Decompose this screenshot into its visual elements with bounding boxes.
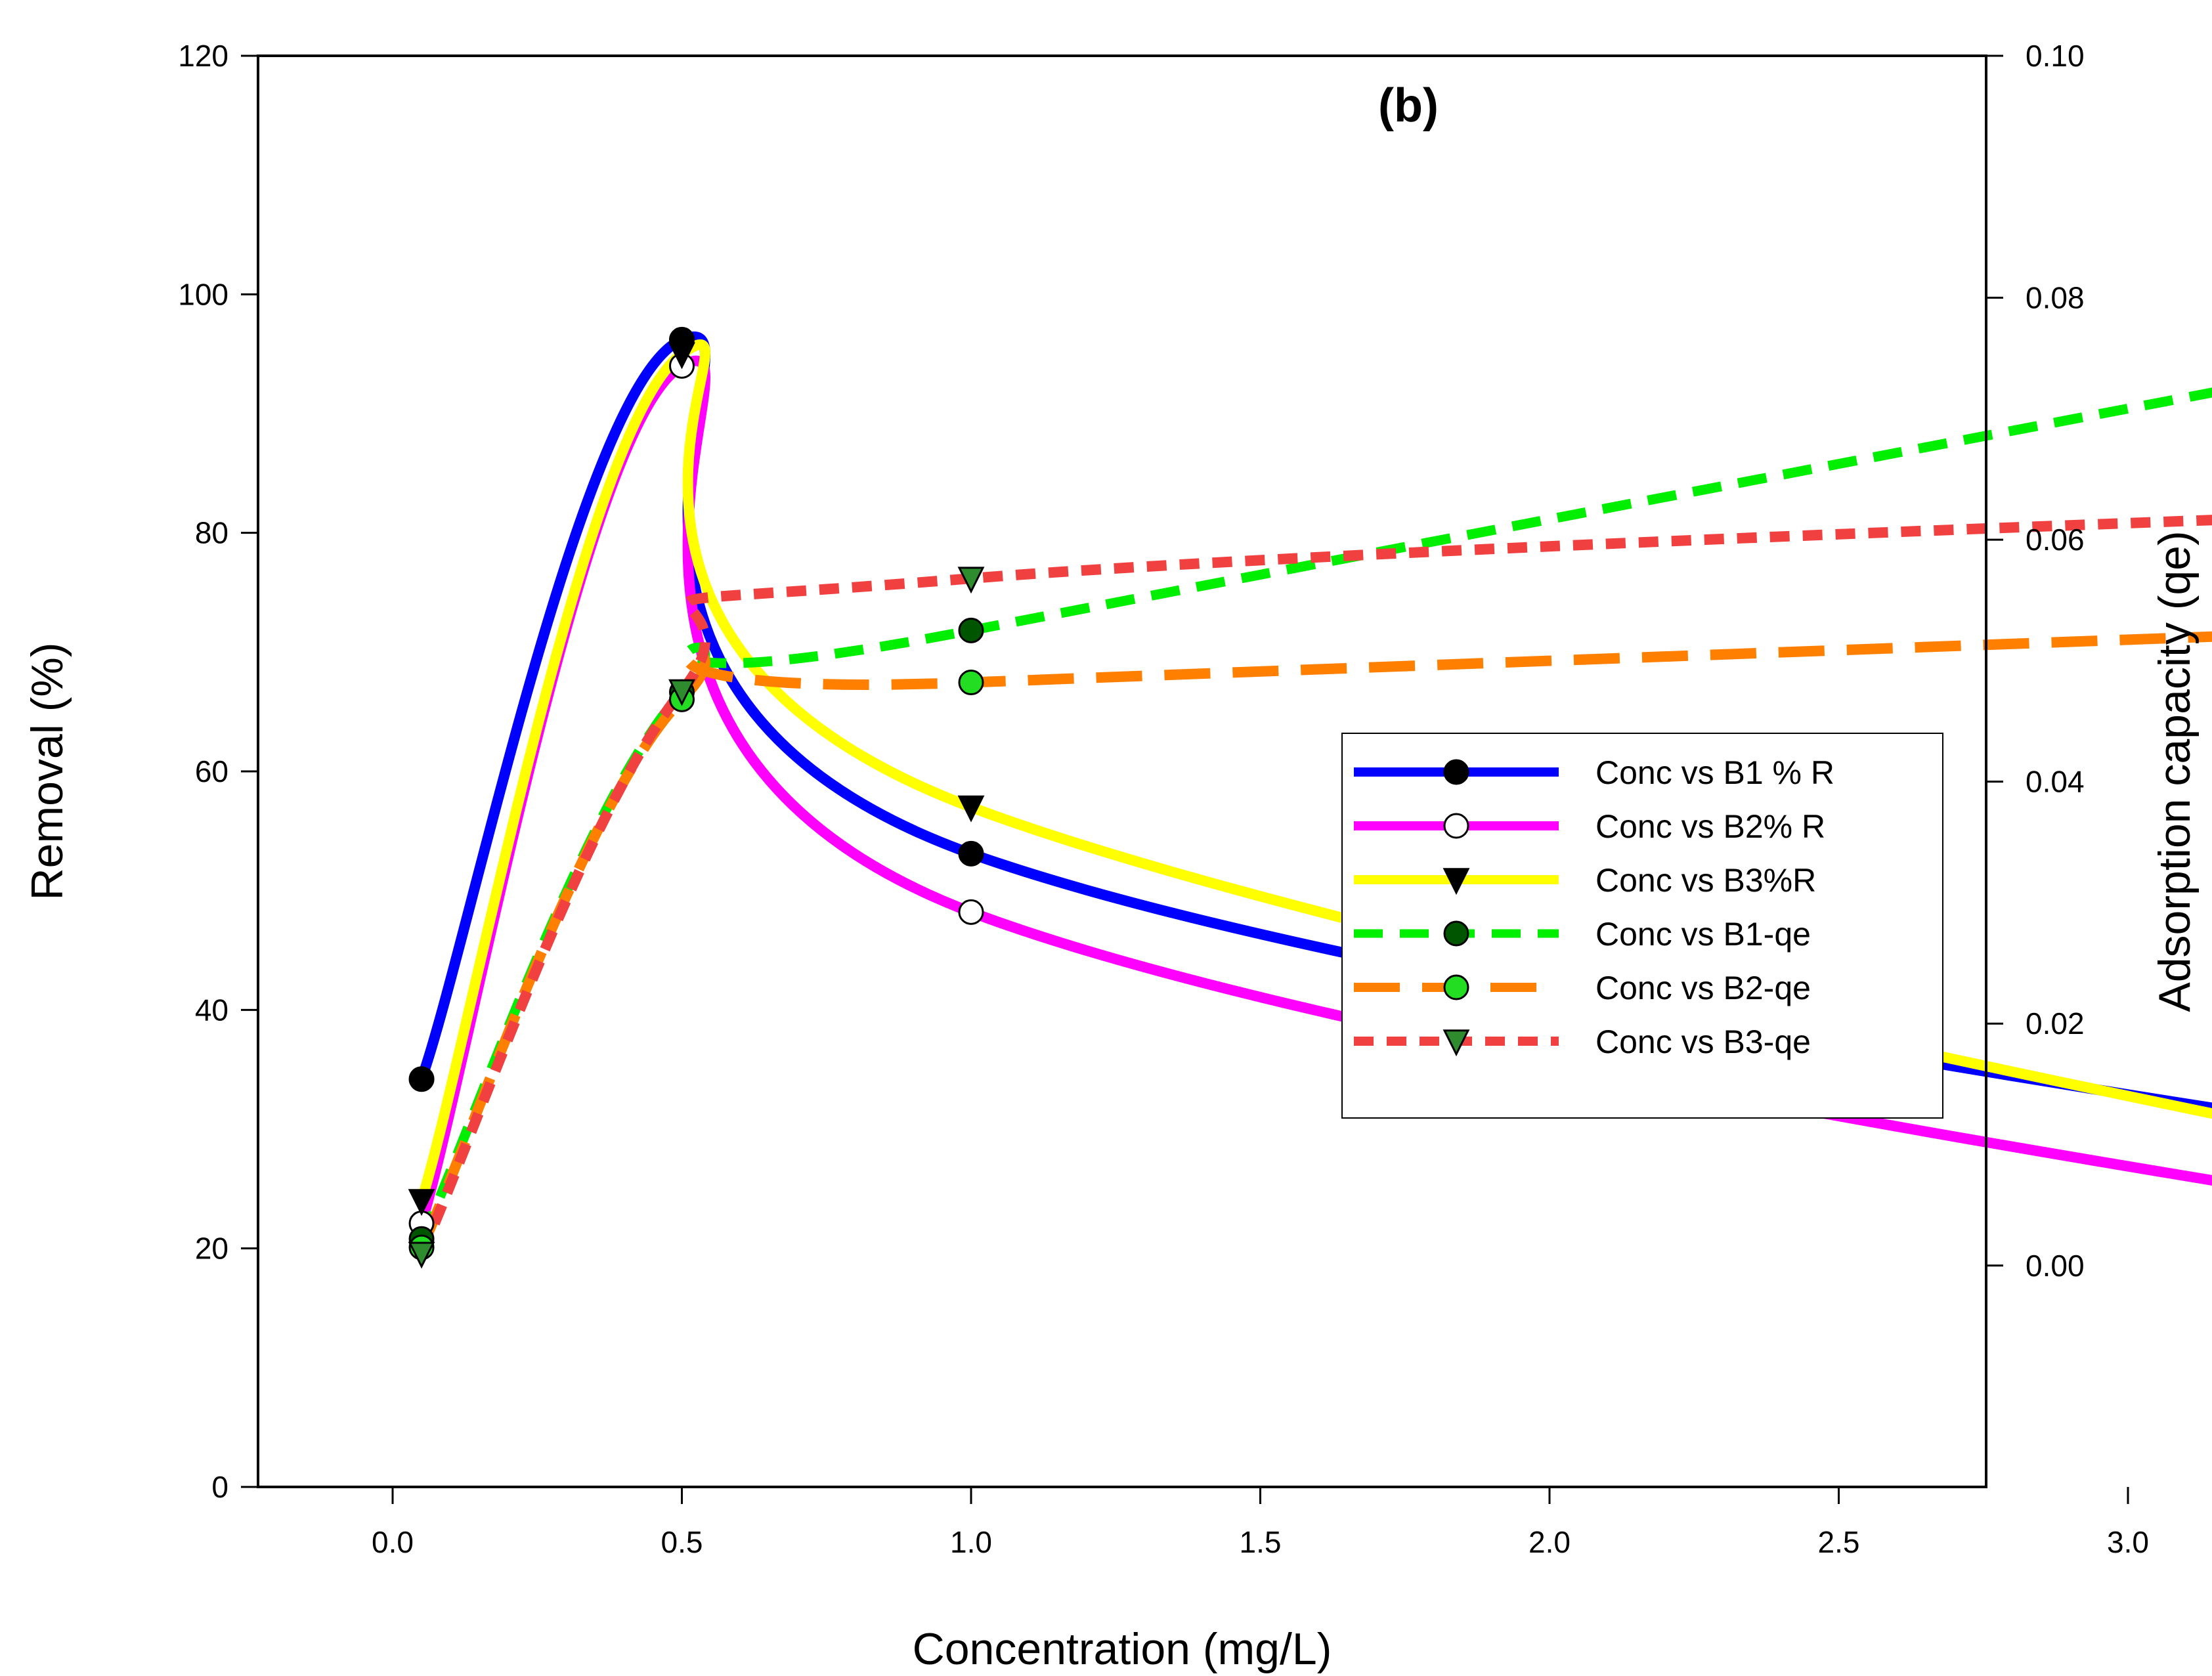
data-point [408, 1066, 435, 1092]
legend-label: Conc vs B1 % R [1595, 754, 1834, 791]
data-point [408, 1241, 435, 1269]
y-axis-title: Removal (%) [22, 643, 72, 901]
series-line-6 [416, 515, 2212, 1256]
axis-ticks: 0.00.51.01.52.02.53.03.54.04.55.05.50204… [178, 39, 2149, 1559]
legend-marker [1443, 920, 1469, 947]
y-tick-label: 0 [211, 1470, 228, 1504]
y2-tick-label: 0.06 [2026, 523, 2085, 557]
legend-label: Conc vs B1-qe [1595, 916, 1811, 953]
legend-label: Conc vs B2-qe [1595, 970, 1811, 1006]
legend-label: Conc vs B3%R [1595, 862, 1816, 899]
legend-marker [1443, 759, 1469, 785]
y2-tick-label: 0.10 [2026, 39, 2085, 73]
y2-tick-label: 0.08 [2026, 281, 2085, 315]
data-point [958, 840, 984, 867]
series-line-3 [416, 339, 2212, 1206]
y-tick-label: 80 [195, 516, 228, 550]
data-point [668, 342, 695, 370]
x-tick-label: 0.0 [372, 1525, 414, 1559]
x-tick-label: 1.5 [1240, 1525, 1282, 1559]
x-tick-label: 1.0 [950, 1525, 992, 1559]
legend-box [1341, 733, 1943, 1119]
y2-tick-label: 0.02 [2026, 1006, 2085, 1041]
legend-marker [1442, 868, 1470, 895]
y2-tick-label: 0.00 [2026, 1249, 2085, 1283]
y-tick-label: 100 [178, 277, 228, 311]
data-point [408, 1189, 435, 1216]
series-line-1 [416, 331, 2212, 1113]
data-point [668, 679, 695, 706]
y-tick-label: 20 [195, 1232, 228, 1266]
y2-axis-title: Adsorption capacity (qe) [2150, 530, 2200, 1012]
data-point [957, 795, 985, 823]
legend-label: Conc vs B2% R [1595, 808, 1825, 845]
y-tick-label: 120 [178, 39, 228, 73]
y2-tick-label: 0.04 [2026, 765, 2085, 799]
legend-marker [1443, 974, 1469, 1000]
plot-lines [416, 331, 2212, 1256]
legend-marker [1443, 813, 1469, 839]
data-point [958, 899, 984, 925]
data-point [958, 617, 984, 643]
plot-markers [408, 326, 985, 1269]
data-point [958, 670, 984, 696]
legend: Conc vs B1 % R Conc vs B2% R Conc vs B3%R C… [1341, 733, 1943, 1119]
data-point [957, 567, 985, 594]
x-axis-title: Concentration (mg/L) [913, 1624, 1332, 1674]
x-tick-label: 2.0 [1529, 1525, 1571, 1559]
x-tick-label: 0.5 [661, 1525, 703, 1559]
panel-label: (b) [1378, 79, 1439, 132]
y-tick-label: 60 [195, 754, 228, 788]
x-tick-label: 3.0 [2107, 1525, 2149, 1559]
legend-marker [1442, 1029, 1470, 1057]
y-tick-label: 40 [195, 993, 228, 1027]
legend-label: Conc vs B3-qe [1595, 1023, 1811, 1060]
x-tick-label: 2.5 [1818, 1525, 1860, 1559]
